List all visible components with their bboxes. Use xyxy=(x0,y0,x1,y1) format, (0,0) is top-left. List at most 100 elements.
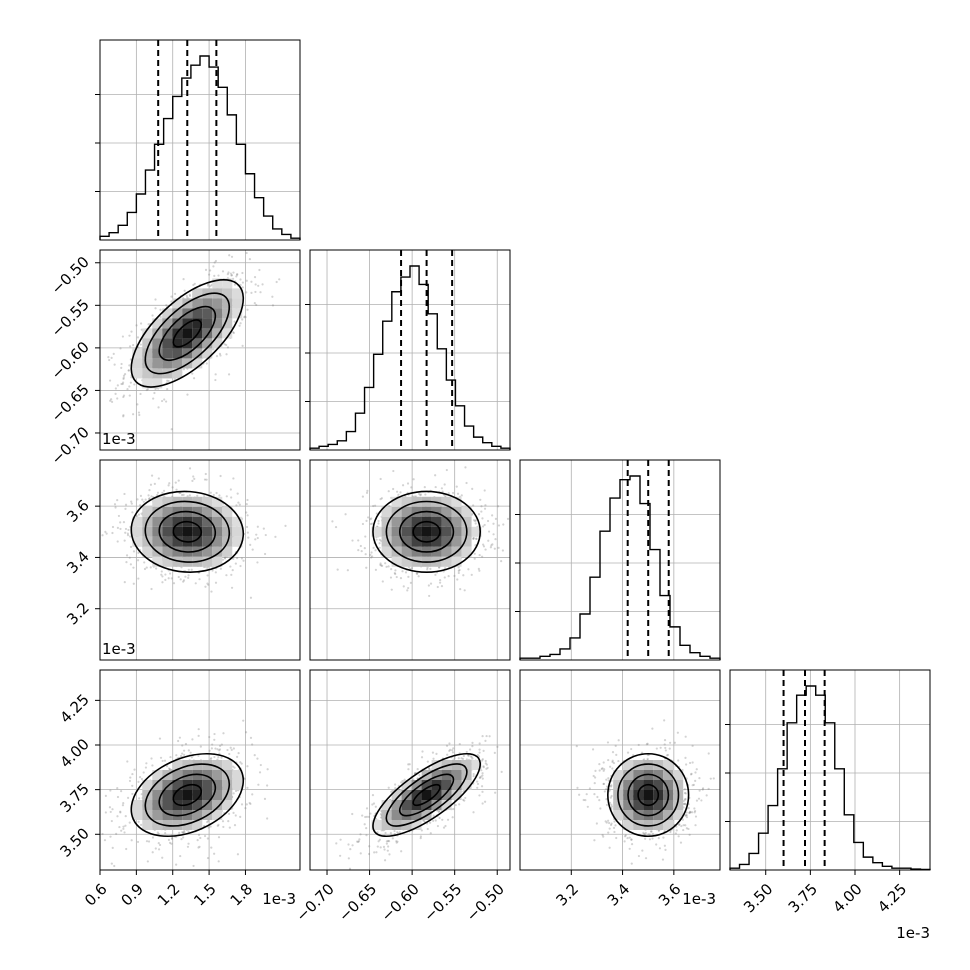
sample-point xyxy=(255,533,258,536)
sample-point xyxy=(187,568,190,571)
density-cell xyxy=(391,820,402,830)
sample-point xyxy=(190,568,193,571)
sample-point xyxy=(167,577,170,580)
sample-point xyxy=(483,507,487,510)
sample-point xyxy=(258,268,261,272)
sample-point xyxy=(234,789,238,793)
sample-point xyxy=(167,838,171,841)
sample-point xyxy=(374,504,377,507)
sample-point xyxy=(113,503,117,506)
sample-point xyxy=(203,478,207,481)
sample-point xyxy=(129,563,132,566)
sample-point xyxy=(110,862,113,865)
sample-point xyxy=(339,854,342,857)
density-cell xyxy=(202,496,213,507)
sample-point xyxy=(209,284,212,288)
sample-point xyxy=(159,756,163,759)
sample-point xyxy=(245,803,248,806)
sample-point xyxy=(484,504,487,507)
sample-point xyxy=(219,567,222,570)
density-cell xyxy=(411,810,422,820)
sample-point xyxy=(384,831,387,835)
sample-point xyxy=(232,557,235,560)
sample-point xyxy=(140,328,143,331)
sample-point xyxy=(500,770,503,773)
sample-point xyxy=(480,555,484,558)
sample-point xyxy=(390,568,393,571)
sample-point xyxy=(250,291,253,294)
sample-point xyxy=(397,493,400,496)
sample-point xyxy=(378,838,381,841)
sample-point xyxy=(242,559,245,562)
sample-point xyxy=(213,852,216,855)
sample-point xyxy=(255,303,258,307)
sample-point xyxy=(137,820,140,823)
sample-point xyxy=(387,565,390,568)
sample-point xyxy=(387,786,390,789)
panel-frame xyxy=(99,249,301,451)
sample-point xyxy=(472,537,475,540)
sample-point xyxy=(347,857,350,860)
sample-point xyxy=(477,567,480,570)
sample-point xyxy=(211,743,214,746)
sample-point xyxy=(163,759,167,762)
sample-point xyxy=(162,489,166,492)
sample-point xyxy=(419,837,422,840)
sample-point xyxy=(165,765,169,768)
sample-point xyxy=(222,825,225,829)
density-cell xyxy=(142,506,153,517)
density-cell xyxy=(441,790,452,800)
sample-point xyxy=(471,512,474,516)
sample-point xyxy=(426,566,429,569)
histogram-panel-3 xyxy=(725,669,931,871)
density-cell xyxy=(401,506,412,517)
sample-point xyxy=(458,803,461,806)
density-cell xyxy=(401,546,412,557)
sample-point xyxy=(375,851,378,854)
sample-point xyxy=(482,765,485,768)
sample-point xyxy=(462,574,465,577)
sample-point xyxy=(116,540,119,543)
sample-point xyxy=(249,802,252,806)
density-cell xyxy=(222,506,233,517)
sample-point xyxy=(153,482,156,486)
sample-point xyxy=(429,582,433,585)
sample-point xyxy=(335,842,338,845)
sample-point xyxy=(367,815,371,818)
density-cell xyxy=(212,546,223,557)
sample-point xyxy=(128,779,132,783)
sample-point xyxy=(179,754,183,758)
sample-point xyxy=(356,840,359,843)
sample-point xyxy=(158,843,162,847)
sample-point xyxy=(127,528,130,532)
sample-point xyxy=(480,510,483,513)
sample-point xyxy=(478,751,481,754)
density-cell xyxy=(222,516,233,527)
sample-point xyxy=(120,382,123,386)
sample-point xyxy=(238,503,241,506)
sample-point xyxy=(386,849,389,852)
sample-point xyxy=(157,406,160,409)
sample-point xyxy=(183,289,186,292)
sample-point xyxy=(278,278,281,281)
density-cell xyxy=(192,820,203,830)
sample-point xyxy=(182,831,185,834)
density-cell xyxy=(142,368,153,379)
sample-point xyxy=(346,569,349,572)
sample-point xyxy=(385,840,388,843)
sample-point xyxy=(388,505,391,508)
sample-point xyxy=(109,789,112,792)
sample-point xyxy=(113,363,116,366)
sample-point xyxy=(104,794,107,797)
sample-point xyxy=(481,777,484,780)
sample-point xyxy=(461,757,465,760)
sample-point xyxy=(429,832,432,835)
sample-point xyxy=(230,748,233,751)
density-cell xyxy=(222,526,233,537)
sample-point xyxy=(500,559,503,563)
sample-point xyxy=(385,842,388,845)
sample-point xyxy=(191,738,194,741)
sample-point xyxy=(157,832,160,836)
sample-point xyxy=(407,768,410,771)
sample-point xyxy=(120,829,123,832)
